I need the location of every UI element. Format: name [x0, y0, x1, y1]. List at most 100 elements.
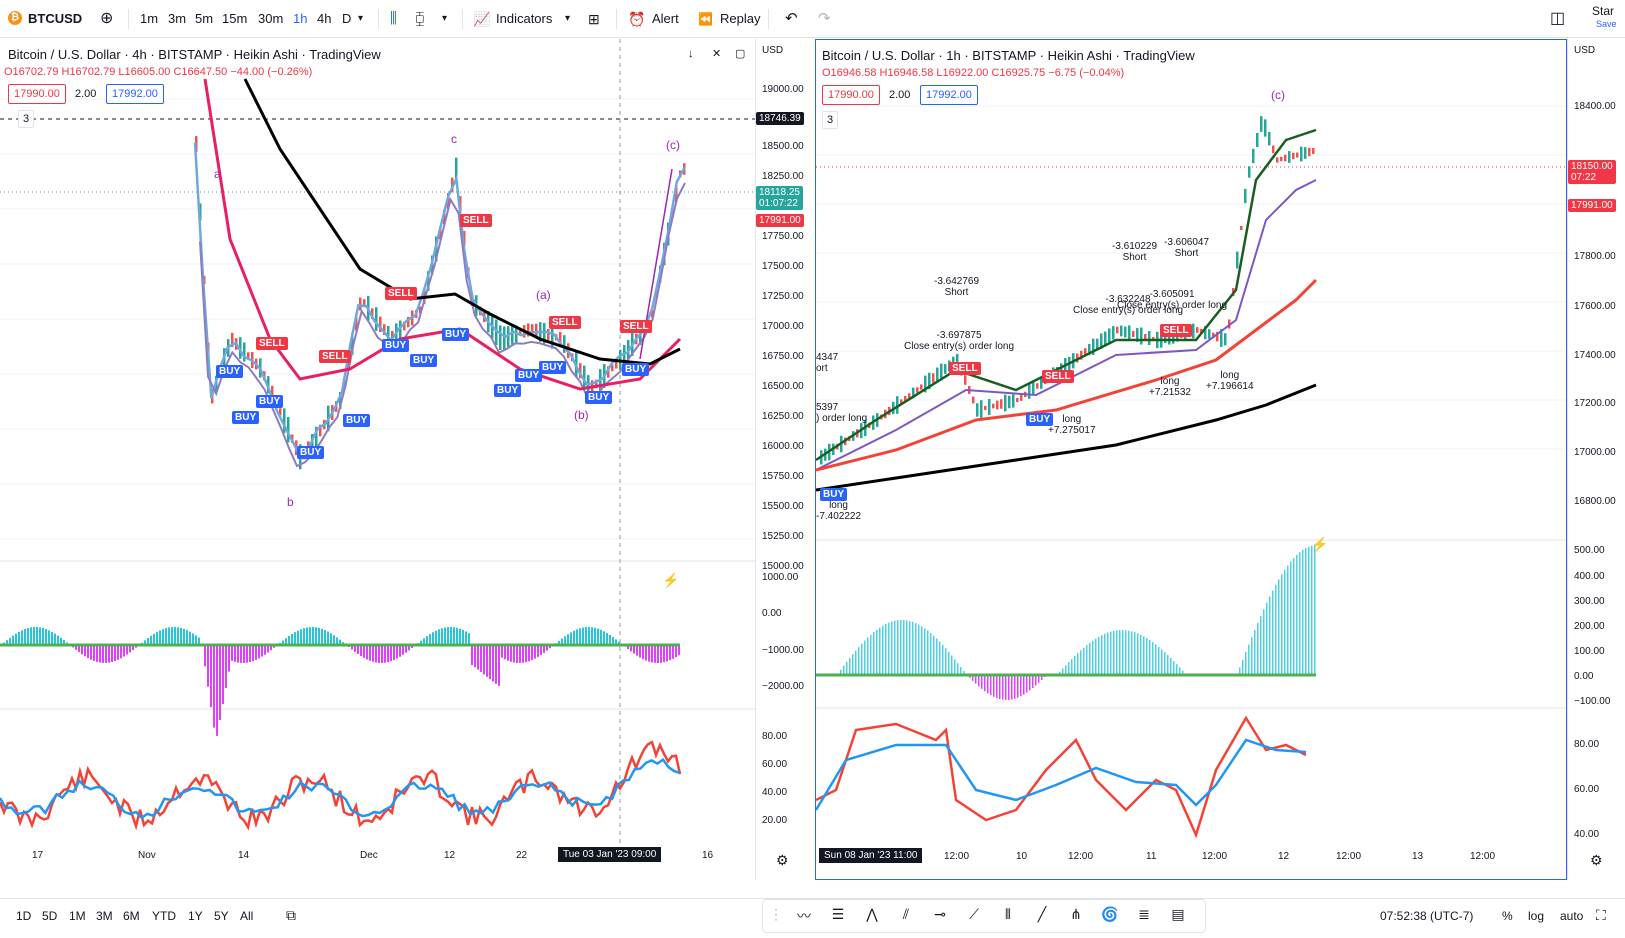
candle	[403, 321, 406, 331]
pitchfork-tool-icon[interactable]: ⋔	[1070, 906, 1082, 922]
candle	[595, 379, 598, 389]
indicator-count[interactable]: 3	[822, 111, 839, 129]
range-1m[interactable]: 1M	[69, 909, 86, 923]
chevron-down-icon[interactable]: ▾	[565, 13, 571, 24]
hline-tool-icon[interactable]: ⊸	[934, 906, 946, 922]
interval-5m[interactable]: 5m	[195, 11, 214, 26]
drag-handle-icon[interactable]: ⋮	[769, 906, 783, 922]
fib-tool-icon[interactable]: ≣	[1138, 906, 1150, 922]
chevron-down-icon[interactable]: ▾	[358, 13, 364, 24]
range-ytd[interactable]: YTD	[152, 909, 176, 923]
interval-30m[interactable]: 30m	[258, 11, 284, 26]
interval-1m[interactable]: 1m	[140, 11, 159, 26]
left-price-axis[interactable]: USD 19000.00 18500.00 18250.00 17750.00 1750…	[755, 39, 815, 880]
interval-3m[interactable]: 3m	[168, 11, 187, 26]
histogram-bar	[123, 645, 125, 657]
settings-gear-icon[interactable]: ⚙	[1590, 852, 1603, 868]
clock-label[interactable]: 07:52:38 (UTC-7)	[1380, 909, 1474, 923]
channel-tool-icon[interactable]: ⫽	[902, 906, 910, 922]
auto-toggle[interactable]: auto	[1560, 909, 1584, 923]
candle	[231, 332, 234, 348]
chevron-down-icon[interactable]: ▾	[442, 13, 448, 24]
currency-label[interactable]: USD	[1574, 45, 1596, 56]
star-label[interactable]: Star	[1592, 4, 1615, 18]
interval-d[interactable]: D	[342, 11, 352, 26]
interval-1h[interactable]: 1h	[293, 11, 308, 26]
range-3m[interactable]: 3M	[96, 909, 113, 923]
lightning-icon[interactable]: ⚡	[662, 572, 680, 588]
ray-tool-icon[interactable]: ╱	[1037, 906, 1047, 922]
close-icon[interactable]: ✕	[712, 48, 722, 60]
sell-signal: SELL	[1042, 370, 1074, 383]
alert-button[interactable]: Alert	[652, 11, 679, 26]
histogram-bar	[1116, 630, 1118, 675]
interval-15m[interactable]: 15m	[222, 11, 248, 26]
buy-button[interactable]: 17992.00	[106, 84, 164, 104]
range-5y[interactable]: 5Y	[214, 909, 229, 923]
candle	[615, 359, 618, 369]
left-chart-canvas[interactable]	[0, 39, 760, 880]
layout-grid-icon[interactable]: ⊞	[588, 11, 600, 27]
bars-tool-icon[interactable]: ⦀	[1004, 906, 1012, 922]
date-range-icon[interactable]: ⧉	[286, 907, 296, 923]
range-all[interactable]: All	[240, 909, 254, 923]
replay-icon[interactable]: ⏪	[698, 12, 713, 26]
bar-style-icon[interactable]: ⫼	[390, 10, 397, 27]
right-chart-canvas[interactable]	[816, 40, 1567, 880]
pattern-tool-icon[interactable]: ⋀	[866, 906, 878, 922]
candle	[551, 323, 554, 349]
fullscreen-icon[interactable]: ⛶	[1596, 907, 1606, 923]
symbol-search[interactable]: BTCUSD	[28, 11, 83, 26]
currency-label[interactable]: USD	[762, 45, 784, 56]
ema-fast-line	[193, 142, 687, 461]
histogram-bar	[618, 641, 620, 645]
range-1d[interactable]: 1D	[16, 909, 32, 923]
percent-toggle[interactable]: %	[1502, 909, 1513, 923]
lightning-icon[interactable]: ⚡	[1311, 536, 1329, 552]
buy-button[interactable]: 17992.00	[920, 85, 978, 105]
save-label[interactable]: Save	[1596, 19, 1617, 29]
layout-split-icon[interactable]: ◫	[1550, 10, 1566, 27]
wave-tool-icon[interactable]: 〰	[797, 908, 811, 924]
undo-icon[interactable]: ↶	[785, 10, 798, 27]
alert-clock-icon[interactable]: ⏰	[628, 11, 646, 27]
histogram-bar	[1245, 652, 1247, 675]
rsi-tick: 60.00	[1574, 784, 1600, 795]
candles-icon[interactable]: ⧮	[415, 10, 425, 27]
histogram-bar	[18, 631, 20, 645]
redo-icon[interactable]: ↷	[818, 10, 831, 27]
histogram-bar	[495, 645, 497, 684]
histogram-bar	[339, 639, 341, 645]
replay-button[interactable]: Replay	[720, 11, 761, 26]
indicator-count[interactable]: 3	[18, 110, 35, 128]
trend-tool-icon[interactable]: ⟋	[969, 906, 979, 922]
maximize-icon[interactable]: ▢	[735, 48, 746, 60]
histogram-bar	[321, 628, 323, 645]
scroll-down-icon[interactable]: ↓	[688, 48, 694, 60]
log-toggle[interactable]: log	[1528, 909, 1545, 923]
buy-signal: BUY	[410, 354, 438, 367]
settings-gear-icon[interactable]: ⚙	[776, 852, 789, 868]
spiral-tool-icon[interactable]: 🌀	[1101, 906, 1119, 922]
lines-tool-icon[interactable]: ☰	[831, 906, 845, 922]
right-chart-panel[interactable]: Bitcoin / U.S. Dollar · 1h · BITSTAMP · …	[815, 39, 1567, 880]
osc-tick: 1000.00	[762, 572, 799, 583]
right-price-axis[interactable]: USD 18400.0018200.0017800.0017600.001740…	[1567, 39, 1625, 880]
candle	[271, 385, 274, 402]
indicators-button[interactable]: Indicators	[496, 11, 553, 26]
left-chart-title: Bitcoin / U.S. Dollar · 4h · BITSTAMP · …	[8, 47, 381, 62]
interval-4h[interactable]: 4h	[317, 11, 332, 26]
sell-button[interactable]: 17990.00	[822, 85, 880, 105]
gann-tool-icon[interactable]: ▤	[1171, 906, 1185, 922]
candle	[1256, 132, 1259, 148]
add-symbol-icon[interactable]: ⊕	[100, 10, 114, 27]
candle	[928, 372, 931, 390]
candle	[944, 364, 947, 374]
sell-button[interactable]: 17990.00	[8, 84, 66, 104]
range-6m[interactable]: 6M	[123, 909, 140, 923]
indicators-icon[interactable]: 📈	[473, 11, 491, 27]
range-5d[interactable]: 5D	[42, 909, 58, 923]
range-1y[interactable]: 1Y	[188, 909, 203, 923]
histogram-bar	[1272, 590, 1274, 675]
left-chart-panel[interactable]: Bitcoin / U.S. Dollar · 4h · BITSTAMP · …	[0, 39, 760, 880]
